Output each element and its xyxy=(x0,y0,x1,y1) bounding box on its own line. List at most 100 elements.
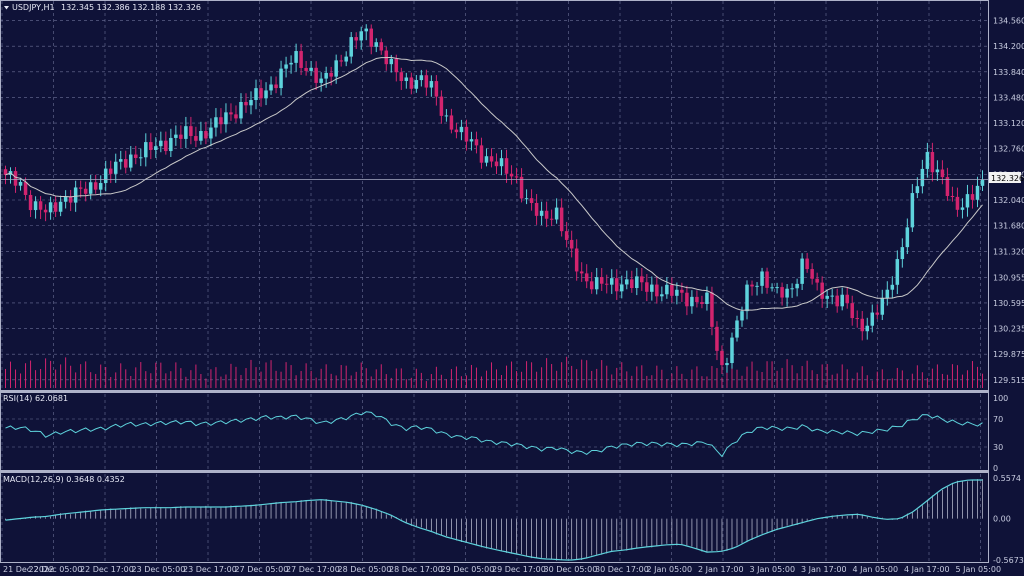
candle-body[interactable] xyxy=(810,269,814,279)
candle-body[interactable] xyxy=(379,42,384,51)
candle-body[interactable] xyxy=(224,112,228,125)
candle-body[interactable] xyxy=(544,210,549,219)
candle-body[interactable] xyxy=(524,198,529,200)
candle-body[interactable] xyxy=(319,78,323,83)
candle-body[interactable] xyxy=(78,187,83,189)
candle-body[interactable] xyxy=(284,64,288,69)
candle-body[interactable] xyxy=(244,102,248,106)
candle-body[interactable] xyxy=(915,186,920,194)
candle-body[interactable] xyxy=(805,258,809,270)
candle-body[interactable] xyxy=(960,207,965,210)
candle-body[interactable] xyxy=(665,284,669,295)
candle-body[interactable] xyxy=(880,298,885,315)
candle-body[interactable] xyxy=(785,288,789,298)
candle-body[interactable] xyxy=(579,271,584,274)
candle-body[interactable] xyxy=(910,193,915,228)
candle-body[interactable] xyxy=(103,168,108,184)
candle-body[interactable] xyxy=(559,207,564,232)
candle-body[interactable] xyxy=(449,115,454,130)
candle-body[interactable] xyxy=(825,295,829,299)
candle-body[interactable] xyxy=(940,169,945,178)
candle-body[interactable] xyxy=(554,207,559,220)
candle-body[interactable] xyxy=(314,67,318,83)
candle-body[interactable] xyxy=(38,201,43,210)
candle-body[interactable] xyxy=(239,102,243,119)
candle-body[interactable] xyxy=(189,126,193,137)
candle-body[interactable] xyxy=(930,152,935,173)
candle-body[interactable] xyxy=(860,318,865,332)
candle-body[interactable] xyxy=(329,72,333,77)
candle-body[interactable] xyxy=(464,126,469,142)
candle-body[interactable] xyxy=(670,284,674,296)
candle-body[interactable] xyxy=(88,182,93,194)
candle-body[interactable] xyxy=(289,62,293,65)
candle-body[interactable] xyxy=(429,81,434,88)
candle-body[interactable] xyxy=(154,146,158,150)
candle-body[interactable] xyxy=(269,84,273,91)
candle-body[interactable] xyxy=(890,284,895,290)
candle-body[interactable] xyxy=(409,77,414,89)
candle-body[interactable] xyxy=(419,75,424,81)
candle-body[interactable] xyxy=(955,196,960,210)
candle-body[interactable] xyxy=(43,209,48,213)
candle-body[interactable] xyxy=(875,312,880,315)
candle-body[interactable] xyxy=(690,296,694,307)
candle-body[interactable] xyxy=(123,159,128,168)
candle-body[interactable] xyxy=(414,80,419,89)
candle-body[interactable] xyxy=(935,169,940,173)
candle-body[interactable] xyxy=(169,137,173,152)
candle-body[interactable] xyxy=(925,152,930,169)
candle-body[interactable] xyxy=(895,259,900,285)
candle-body[interactable] xyxy=(765,271,769,288)
candle-body[interactable] xyxy=(519,176,524,199)
candle-body[interactable] xyxy=(715,326,719,351)
candle-body[interactable] xyxy=(474,139,479,146)
candle-body[interactable] xyxy=(424,75,429,88)
candle-body[interactable] xyxy=(855,318,859,320)
panel-separator-rsi[interactable] xyxy=(0,390,988,393)
candle-body[interactable] xyxy=(18,181,23,186)
candle-body[interactable] xyxy=(28,194,33,211)
candle-body[interactable] xyxy=(900,247,905,260)
candle-body[interactable] xyxy=(164,140,168,152)
price-candles[interactable] xyxy=(3,24,985,375)
candle-body[interactable] xyxy=(775,287,779,289)
candle-body[interactable] xyxy=(73,187,78,203)
candle-body[interactable] xyxy=(369,28,374,47)
candle-body[interactable] xyxy=(920,168,925,187)
candle-body[interactable] xyxy=(209,127,213,139)
candle-body[interactable] xyxy=(309,67,313,71)
candle-body[interactable] xyxy=(179,134,183,139)
candle-body[interactable] xyxy=(499,158,504,167)
candle-body[interactable] xyxy=(840,294,844,307)
candle-body[interactable] xyxy=(108,168,113,174)
candle-body[interactable] xyxy=(905,227,910,248)
candle-body[interactable] xyxy=(264,90,268,99)
candle-body[interactable] xyxy=(594,277,599,290)
candle-body[interactable] xyxy=(139,157,143,159)
symbol-menu-triangle-icon[interactable] xyxy=(4,6,9,10)
candle-body[interactable] xyxy=(850,303,854,319)
candle-body[interactable] xyxy=(274,84,278,89)
candle-body[interactable] xyxy=(324,72,328,79)
candle-body[interactable] xyxy=(514,176,519,178)
candle-body[interactable] xyxy=(334,60,338,77)
candle-body[interactable] xyxy=(404,77,409,82)
candle-body[interactable] xyxy=(700,302,704,304)
candle-body[interactable] xyxy=(980,179,985,186)
candle-body[interactable] xyxy=(645,282,649,292)
candle-body[interactable] xyxy=(755,285,759,287)
candle-body[interactable] xyxy=(529,198,534,203)
candle-body[interactable] xyxy=(735,320,739,338)
candle-body[interactable] xyxy=(885,289,890,299)
candle-body[interactable] xyxy=(599,277,604,284)
candle-body[interactable] xyxy=(33,201,38,211)
candle-body[interactable] xyxy=(725,363,729,366)
candle-body[interactable] xyxy=(945,177,950,196)
candle-body[interactable] xyxy=(710,292,714,327)
candle-body[interactable] xyxy=(204,131,208,139)
candle-body[interactable] xyxy=(63,196,68,202)
candle-body[interactable] xyxy=(83,188,88,194)
candle-body[interactable] xyxy=(584,273,589,282)
